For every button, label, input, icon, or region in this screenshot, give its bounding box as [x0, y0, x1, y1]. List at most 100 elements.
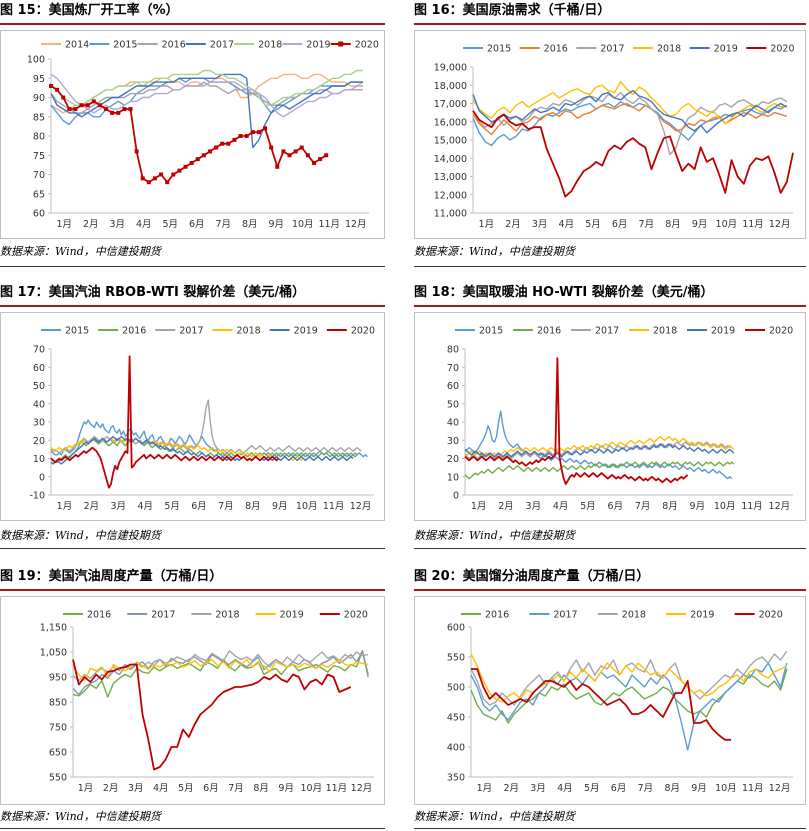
chart-frame: 350 400 450 500 550 600 1月 2月 3月 4月 5月 6月 7月 8月 9月 10月 1… — [414, 596, 806, 805]
x-tick-label: 9月 — [691, 783, 707, 794]
x-tick-label: 7月 — [228, 783, 244, 794]
series-marker-2020 — [177, 168, 182, 173]
source-note: 数据来源：Wind，中信建投期货 — [0, 810, 161, 823]
y-tick-label: 16,000 — [434, 117, 467, 128]
y-tick-label: 65 — [33, 189, 45, 200]
x-tick-label: 9月 — [278, 783, 294, 794]
x-tick-label: 5月 — [162, 219, 178, 230]
series-marker-2020 — [55, 87, 60, 92]
legend-label: 2017 — [595, 326, 619, 337]
series-marker-2020 — [122, 107, 127, 112]
y-tick-label: 90 — [33, 93, 45, 104]
series-marker-2020 — [269, 145, 274, 150]
x-tick-label: 10月 — [296, 501, 318, 512]
y-tick-label: 1,150 — [40, 623, 67, 634]
x-tick-label: 9月 — [272, 501, 288, 512]
series-line-2016 — [464, 461, 735, 480]
series-marker-2020 — [152, 176, 157, 181]
series-marker-2020 — [281, 149, 286, 154]
x-tick-label: 8月 — [662, 501, 678, 512]
x-tick-label: 12月 — [769, 219, 791, 230]
x-tick-label: 4月 — [559, 219, 575, 230]
x-tick-label: 11月 — [742, 219, 764, 230]
x-tick-label: 8月 — [242, 219, 258, 230]
y-tick-label: 20 — [447, 454, 459, 465]
y-tick-label: 60 — [33, 363, 45, 374]
series-marker-2020 — [146, 180, 151, 185]
series-marker-2020 — [305, 153, 310, 158]
legend-label: 2016 — [87, 610, 111, 621]
source-note: 数据来源：Wind，中信建投期货 — [414, 810, 575, 823]
legend-label: 2019 — [294, 326, 318, 337]
series-marker-2020 — [214, 145, 219, 150]
series-marker-2020 — [104, 107, 109, 112]
series-marker-2020 — [311, 160, 316, 165]
series-line-2019 — [50, 435, 354, 465]
y-tick-label: 750 — [49, 723, 67, 734]
x-tick-label: 6月 — [611, 783, 627, 794]
y-tick-label: 1,050 — [40, 648, 67, 659]
panel-title: 图 18：美国取暖油 HO-WTI 裂解价差（美元/桶） — [414, 285, 714, 300]
series-marker-2020 — [275, 164, 280, 169]
series-line-2020 — [50, 355, 280, 489]
series-line-2018 — [472, 80, 788, 125]
y-tick-label: 30 — [447, 436, 459, 447]
y-tick-label: 650 — [49, 748, 67, 759]
series-line-2020 — [471, 668, 732, 741]
legend-label: 2015 — [113, 40, 137, 51]
series-marker-2020 — [165, 180, 170, 185]
x-tick-label: 1月 — [57, 501, 73, 512]
y-tick-label: 95 — [33, 74, 45, 85]
chart-distillate-production: 350 400 450 500 550 600 1月 2月 3月 4月 5月 6月 7月 8月 9月 10月 1… — [447, 610, 793, 794]
x-tick-label: 3月 — [128, 783, 144, 794]
chart-gasoline-production: 550 650 750 850 950 1,050 1,150 1月 2月 3月 4月 5月 6月 7月 8… — [40, 610, 374, 794]
legend-label: 2018 — [215, 610, 239, 621]
x-tick-label: 12月 — [345, 219, 367, 230]
x-tick-label: 9月 — [268, 219, 284, 230]
legend-label: 2018 — [237, 326, 261, 337]
x-tick-label: 11月 — [323, 501, 345, 512]
chart-frame: -10 0 10 20 30 40 50 60 70 1月 2月 3月 4月 5月 6月 7月 8月 9月 10月 1… — [0, 312, 385, 521]
legend-label: 2017 — [210, 40, 234, 51]
series-line-2020 — [472, 110, 794, 198]
series-marker-2020 — [189, 160, 194, 165]
title-rule — [0, 305, 385, 307]
x-tick-label: 6月 — [203, 783, 219, 794]
y-tick-label: 17,000 — [434, 99, 467, 110]
panel-heating-oil-crack: 图 18：美国取暖油 HO-WTI 裂解价差（美元/桶） 0 10 20 30 40 50… — [414, 282, 806, 550]
y-tick-label: 0 — [39, 472, 45, 483]
x-tick-label: 2月 — [83, 219, 99, 230]
series-line-2016 — [472, 102, 788, 136]
y-tick-label: 80 — [33, 132, 45, 143]
x-tick-label: 1月 — [471, 501, 487, 512]
x-tick-label: 2月 — [103, 783, 119, 794]
series-marker-2020 — [238, 134, 243, 138]
x-tick-label: 10月 — [714, 501, 736, 512]
y-tick-label: 70 — [33, 345, 45, 356]
series-marker-2020 — [263, 126, 268, 131]
chart-heating-oil-crack: 0 10 20 30 40 50 60 70 80 1月 2月 3月 4月 5月 6月 7月 8月 9月 10月 11… — [447, 326, 793, 513]
legend-label: 2014 — [65, 40, 89, 51]
y-tick-label: 30 — [33, 418, 45, 429]
x-tick-label: 5月 — [164, 501, 180, 512]
series-marker-2020 — [140, 176, 145, 181]
series-marker-2020 — [110, 110, 115, 115]
legend-label: 2018 — [622, 610, 646, 621]
series-line-2019 — [464, 443, 735, 458]
legend-label: 2019 — [711, 326, 735, 337]
series-marker-2020 — [97, 103, 102, 108]
legend-label: 2017 — [553, 610, 577, 621]
chart-frame: 550 650 750 850 950 1,050 1,150 1月 2月 3月 4月 5月 6月 7月 8… — [0, 596, 385, 805]
x-tick-label: 8月 — [245, 501, 261, 512]
x-tick-label: 7月 — [635, 501, 651, 512]
x-tick-label: 12月 — [351, 783, 373, 794]
legend-label: 2016 — [544, 44, 568, 55]
x-tick-label: 9月 — [692, 219, 708, 230]
series-marker-2020 — [67, 107, 72, 112]
x-tick-label: 4月 — [553, 501, 569, 512]
x-tick-label: 11月 — [742, 783, 764, 794]
x-tick-label: 2月 — [498, 501, 514, 512]
title-rule — [414, 589, 806, 591]
x-tick-label: 2月 — [84, 501, 100, 512]
y-tick-label: 11,000 — [434, 209, 467, 220]
